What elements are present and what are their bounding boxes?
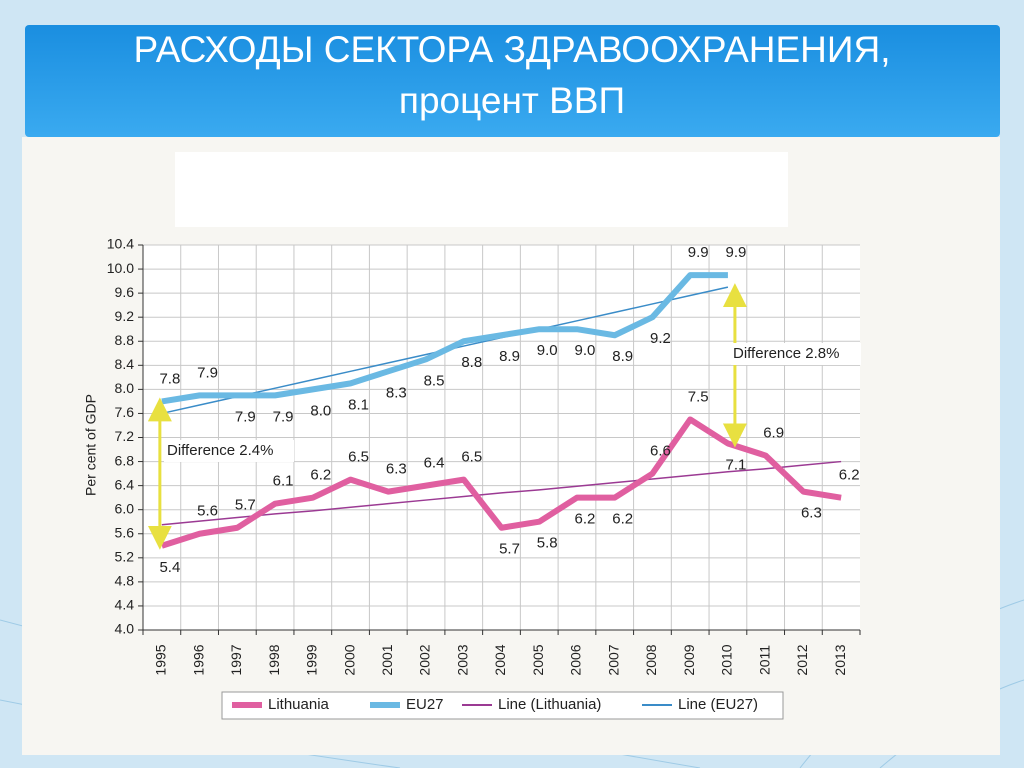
subtitle: процент ВВП xyxy=(399,80,625,121)
series-line xyxy=(161,272,728,405)
y-tick-label: 8.4 xyxy=(115,356,135,372)
annotation: Difference 2.4% xyxy=(167,442,273,459)
x-tick-label: 2000 xyxy=(341,644,357,675)
data-label: 5.4 xyxy=(159,559,180,576)
annotation: Difference 2.8% xyxy=(733,345,839,362)
data-label: 6.5 xyxy=(461,449,482,466)
x-tick-label: 2006 xyxy=(568,644,584,675)
legend-label: Lithuania xyxy=(268,696,330,713)
header-bar xyxy=(25,25,1000,137)
x-tick-label: 1995 xyxy=(153,644,169,675)
data-label: 5.7 xyxy=(235,497,256,514)
data-label: 8.3 xyxy=(386,384,407,401)
x-tick-label: 1998 xyxy=(266,644,282,675)
y-tick-label: 9.2 xyxy=(115,308,135,324)
data-label: 9.0 xyxy=(537,342,558,359)
y-tick-label: 5.6 xyxy=(115,524,135,540)
y-tick-label: 8.0 xyxy=(115,380,135,396)
x-tick-label: 2013 xyxy=(832,644,848,675)
y-tick-label: 4.0 xyxy=(115,621,135,637)
x-tick-label: 1999 xyxy=(304,644,320,675)
y-tick-label: 4.8 xyxy=(115,573,135,589)
data-label: 8.9 xyxy=(499,348,520,365)
y-tick-label: 7.6 xyxy=(115,404,135,420)
y-tick-label: 7.2 xyxy=(115,428,135,444)
data-label: 8.0 xyxy=(310,402,331,419)
annotation-bg xyxy=(731,343,861,365)
data-label: 6.9 xyxy=(763,425,784,442)
x-tick-label: 2003 xyxy=(454,644,470,675)
data-label: 6.2 xyxy=(310,467,331,484)
y-tick-label: 10.4 xyxy=(107,236,134,252)
data-label: 8.9 xyxy=(612,348,633,365)
data-label: 6.3 xyxy=(386,461,407,478)
y-tick-label: 8.8 xyxy=(115,332,135,348)
data-label: 8.5 xyxy=(424,372,445,389)
y-tick-label: 5.2 xyxy=(115,549,135,565)
data-label: 7.5 xyxy=(688,388,709,405)
y-tick-label: 4.4 xyxy=(115,597,135,613)
x-tick-label: 1996 xyxy=(190,644,206,675)
title: РАСХОДЫ СЕКТОРА ЗДРАВООХРАНЕНИЯ, xyxy=(134,29,891,70)
y-tick-label: 6.0 xyxy=(115,500,135,516)
data-label: 7.9 xyxy=(273,408,294,425)
data-label: 8.1 xyxy=(348,396,369,413)
data-label: 9.0 xyxy=(575,342,596,359)
data-label: 5.8 xyxy=(537,535,558,552)
data-label: 6.6 xyxy=(650,443,671,460)
legend-label: EU27 xyxy=(406,696,444,713)
data-label: 7.8 xyxy=(159,370,180,387)
y-tick-label: 10.0 xyxy=(107,260,134,276)
data-label: 6.5 xyxy=(348,449,369,466)
x-tick-label: 2012 xyxy=(794,644,810,675)
y-axis-label: Per cent of GDP xyxy=(83,394,99,496)
x-tick-label: 2007 xyxy=(605,644,621,675)
data-label: 7.9 xyxy=(235,408,256,425)
data-label: 6.2 xyxy=(575,511,596,528)
x-tick-label: 2009 xyxy=(681,644,697,675)
data-label: 9.9 xyxy=(688,244,709,261)
annotation-bg xyxy=(164,440,294,462)
data-label: 9.9 xyxy=(725,244,746,261)
legend xyxy=(221,691,784,720)
x-tick-label: 2008 xyxy=(643,644,659,675)
data-label: 6.1 xyxy=(273,473,294,490)
x-tick-label: 1997 xyxy=(228,644,244,675)
x-tick-label: 2010 xyxy=(719,644,735,675)
data-label: 7.1 xyxy=(725,456,746,473)
data-label: 5.7 xyxy=(499,541,520,558)
data-label: 8.8 xyxy=(461,354,482,371)
data-label: 6.2 xyxy=(612,511,633,528)
y-tick-label: 9.6 xyxy=(115,284,135,300)
y-tick-label: 6.8 xyxy=(115,452,135,468)
x-tick-label: 2005 xyxy=(530,644,546,675)
data-label: 6.3 xyxy=(801,505,822,522)
data-label: 7.9 xyxy=(197,364,218,381)
legend-label: Line (Lithuania) xyxy=(498,696,601,713)
data-label: 5.6 xyxy=(197,503,218,520)
x-tick-label: 2011 xyxy=(756,645,772,675)
blank-box xyxy=(175,152,788,227)
x-tick-label: 2001 xyxy=(379,644,395,675)
legend-label: Line (EU27) xyxy=(678,696,758,713)
x-tick-label: 2002 xyxy=(417,644,433,675)
y-tick-label: 6.4 xyxy=(115,476,135,492)
data-label: 9.2 xyxy=(650,330,671,347)
x-tick-label: 2004 xyxy=(492,644,508,675)
series-line xyxy=(161,460,842,526)
data-label: 6.4 xyxy=(424,455,445,472)
data-label: 6.2 xyxy=(839,467,860,484)
